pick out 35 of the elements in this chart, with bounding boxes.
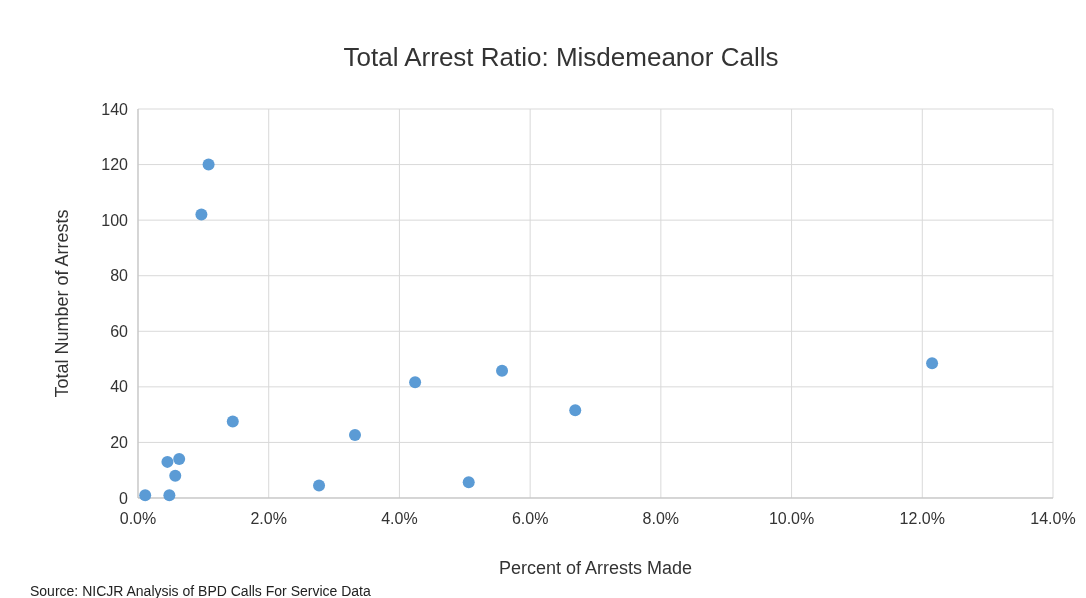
point xyxy=(161,455,174,468)
y-tick-label: 20 xyxy=(110,434,129,452)
x-tick-label: 2.0% xyxy=(250,510,287,527)
point xyxy=(926,357,939,370)
point xyxy=(569,404,582,417)
x-tick-label: 0.0% xyxy=(119,510,157,527)
y-tick-label: 140 xyxy=(101,100,129,118)
y-axis-title: Total Number of Arrests xyxy=(52,209,72,398)
point xyxy=(173,453,186,466)
chart-title: Total Arrest Ratio: Misdemeanor Calls xyxy=(343,42,779,72)
y-tick-label: 0 xyxy=(119,489,129,507)
point xyxy=(169,469,182,482)
y-tick-label: 80 xyxy=(110,267,129,285)
x-tick-label: 6.0% xyxy=(511,510,549,527)
x-tick-label: 12.0% xyxy=(899,510,945,527)
x-tick-label: 8.0% xyxy=(642,510,680,527)
y-tick-label: 100 xyxy=(101,211,129,229)
x-tick-label: 4.0% xyxy=(381,510,418,527)
source-note: Source: NICJR Analysis of BPD Calls For Service Data xyxy=(30,583,371,598)
point xyxy=(348,428,361,441)
point xyxy=(313,479,326,492)
point xyxy=(202,158,215,171)
x-axis-title: Percent of Arrests Made xyxy=(498,558,693,578)
point xyxy=(195,208,208,221)
point xyxy=(163,489,176,502)
y-tick-label: 60 xyxy=(110,322,129,340)
point xyxy=(496,364,509,377)
point xyxy=(226,415,239,428)
x-tick-label: 14.0% xyxy=(1030,510,1076,527)
y-tick-label: 120 xyxy=(101,156,129,174)
point xyxy=(409,376,422,389)
x-tick-label: 10.0% xyxy=(768,510,815,527)
y-tick-label: 40 xyxy=(110,378,129,396)
point xyxy=(462,476,475,489)
point xyxy=(139,489,152,502)
